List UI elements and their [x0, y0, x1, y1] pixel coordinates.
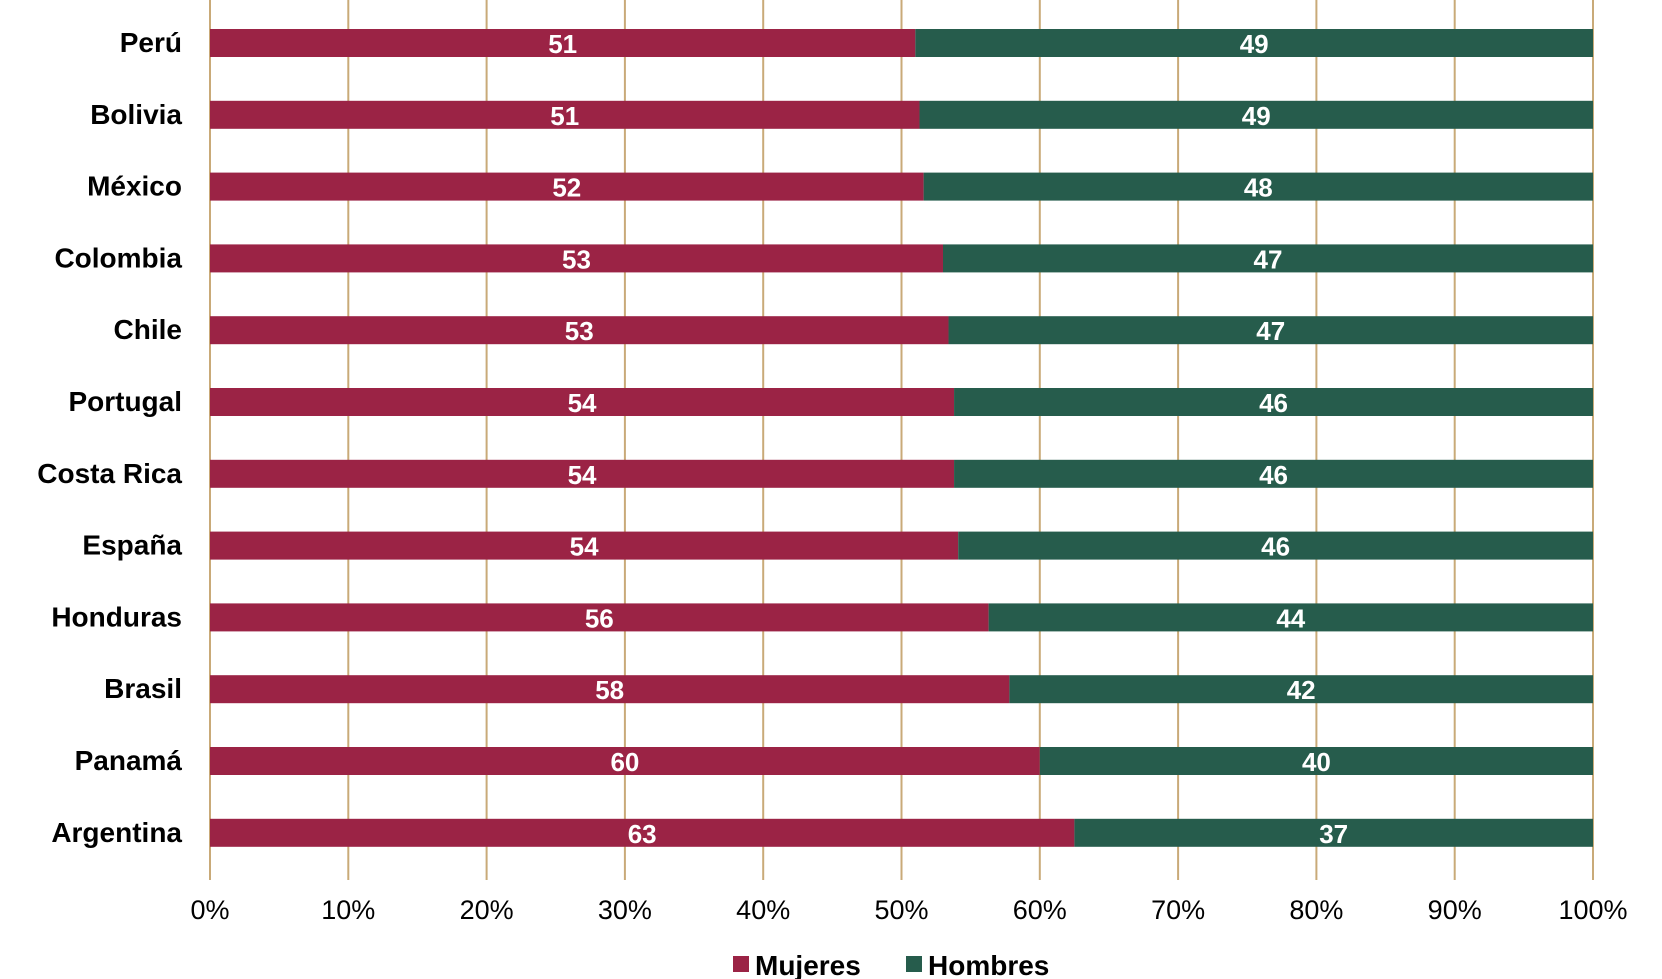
- x-tick-label-7: 70%: [1151, 895, 1205, 925]
- legend-swatch-hombres: [906, 956, 922, 972]
- x-tick-label-5: 50%: [874, 895, 928, 925]
- legend-label-hombres: Hombres: [928, 950, 1049, 979]
- legend-swatch-mujeres: [733, 956, 749, 972]
- legend-label-mujeres: Mujeres: [755, 950, 861, 979]
- x-tick-label-0: 0%: [190, 895, 229, 925]
- bar-mujeres-colombia: [210, 244, 943, 273]
- bar-hombres-bolivia: [919, 100, 1593, 129]
- data-label-hombres-panama: 40: [1302, 747, 1331, 777]
- bar-hombres-portugal: [954, 388, 1593, 416]
- data-label-mujeres-peru: 51: [548, 29, 577, 59]
- x-tick-label-8: 80%: [1289, 895, 1343, 925]
- data-label-mujeres-mexico: 52: [552, 173, 581, 203]
- bar-hombres-chile: [948, 316, 1593, 345]
- gridlines: [209, 0, 1594, 880]
- category-label-chile: Chile: [114, 314, 182, 345]
- bar-mujeres-bolivia: [210, 100, 920, 129]
- data-label-hombres-espana: 46: [1261, 532, 1290, 562]
- category-label-bolivia: Bolivia: [90, 99, 182, 130]
- bar-hombres-brasil: [1009, 675, 1593, 704]
- bar-mujeres-panama: [210, 747, 1040, 775]
- bars: [210, 29, 1593, 847]
- bar-mujeres-brasil: [210, 675, 1010, 704]
- category-label-costa-rica: Costa Rica: [37, 458, 182, 489]
- data-label-mujeres-panama: 60: [610, 747, 639, 777]
- bar-hombres-argentina: [1074, 818, 1593, 847]
- x-tick-label-2: 20%: [460, 895, 514, 925]
- data-label-mujeres-portugal: 54: [568, 388, 597, 418]
- x-tick-label-6: 60%: [1013, 895, 1067, 925]
- data-labels: 51 49 51 49 52 48 53 47 53 47 54 46 54 46 54 46 56 44 58 42…: [548, 29, 1348, 849]
- data-label-mujeres-argentina: 63: [628, 819, 657, 849]
- legend: Mujeres Hombres: [733, 950, 1049, 979]
- bar-mujeres-chile: [210, 316, 949, 345]
- bar-mujeres-peru: [210, 29, 916, 57]
- data-label-hombres-honduras: 44: [1276, 603, 1305, 633]
- data-label-mujeres-chile: 53: [565, 316, 594, 346]
- bar-hombres-colombia: [942, 244, 1593, 273]
- x-tick-label-1: 10%: [321, 895, 375, 925]
- data-label-hombres-peru: 49: [1240, 29, 1269, 59]
- data-label-mujeres-brasil: 58: [595, 675, 624, 705]
- bar-hombres-costa-rica: [954, 459, 1593, 488]
- x-tick-label-10: 100%: [1558, 895, 1627, 925]
- data-label-hombres-argentina: 37: [1319, 819, 1348, 849]
- data-label-mujeres-bolivia: 51: [550, 101, 579, 131]
- data-label-mujeres-costa-rica: 54: [568, 460, 597, 490]
- bar-mujeres-argentina: [210, 818, 1075, 847]
- bar-hombres-espana: [958, 531, 1593, 560]
- data-label-hombres-chile: 47: [1256, 316, 1285, 346]
- x-tick-label-4: 40%: [736, 895, 790, 925]
- bar-hombres-peru: [915, 29, 1593, 57]
- data-label-hombres-portugal: 46: [1259, 388, 1288, 418]
- bar-mujeres-mexico: [210, 172, 924, 201]
- bar-mujeres-espana: [210, 531, 959, 560]
- data-label-hombres-costa-rica: 46: [1259, 460, 1288, 490]
- category-label-colombia: Colombia: [54, 242, 182, 273]
- bar-hombres-mexico: [923, 172, 1593, 201]
- data-label-hombres-colombia: 47: [1254, 244, 1283, 274]
- data-label-mujeres-colombia: 53: [562, 244, 591, 274]
- category-label-portugal: Portugal: [68, 386, 182, 417]
- data-label-hombres-brasil: 42: [1287, 675, 1316, 705]
- category-labels: Perú Bolivia México Colombia Chile Portugal Co…: [37, 27, 182, 848]
- data-label-mujeres-honduras: 56: [585, 603, 614, 633]
- bar-hombres-honduras: [988, 603, 1593, 632]
- category-label-brasil: Brasil: [104, 673, 182, 704]
- bar-mujeres-honduras: [210, 603, 989, 632]
- x-tick-label-3: 30%: [598, 895, 652, 925]
- data-label-hombres-mexico: 48: [1244, 173, 1273, 203]
- category-label-honduras: Honduras: [51, 601, 182, 632]
- category-label-panama: Panamá: [75, 745, 183, 776]
- bar-mujeres-costa-rica: [210, 459, 955, 488]
- x-tick-label-9: 90%: [1428, 895, 1482, 925]
- data-label-mujeres-espana: 54: [570, 532, 599, 562]
- category-label-peru: Perú: [120, 27, 182, 58]
- category-label-espana: España: [82, 530, 182, 561]
- category-label-argentina: Argentina: [51, 817, 182, 848]
- data-label-hombres-bolivia: 49: [1242, 101, 1271, 131]
- bar-mujeres-portugal: [210, 388, 955, 416]
- x-axis-ticks: 0% 10% 20% 30% 40% 50% 60% 70% 80% 90% 100%: [190, 895, 1627, 925]
- category-label-mexico: México: [87, 171, 182, 202]
- bar-hombres-panama: [1039, 747, 1593, 775]
